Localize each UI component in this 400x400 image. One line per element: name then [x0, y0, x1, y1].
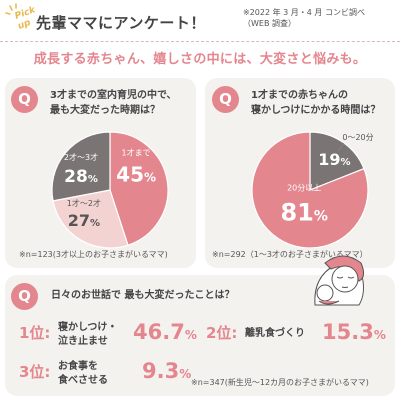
question2-text: 1才までの赤ちゃんの 寝かしつけにかかる時間は？: [251, 88, 380, 118]
question2-q-badge: Q: [212, 86, 239, 113]
question3-panel: Q 日々のお世話で 最も大変だったことは？ 1位: 寝かしつけ・ 泣き止ませ 4…: [5, 255, 395, 396]
rank3-item: お食事を 食べさせる: [58, 360, 108, 388]
question1-q-badge: Q: [11, 86, 38, 113]
question1-text: 3才までの室内育児の中で、 最も大変だった時期は？: [50, 88, 177, 118]
survey-source-line2: （WEB 調査）: [243, 19, 296, 28]
rank3-percent-unit: %: [179, 367, 192, 381]
slice-label: 1才〜2才: [67, 198, 101, 208]
rank3-percent-value: 9.3: [142, 359, 180, 383]
question2-line1: 1才までの赤ちゃんの: [251, 90, 348, 101]
question3-text: 日々のお世話で 最も大変だったことは？: [51, 290, 235, 301]
question1-panel: Q 3才までの室内育児の中で、 最も大変だった時期は？ 1才まで 45% 1才〜2才…: [5, 78, 196, 268]
pie-slice: [251, 131, 369, 248]
pickup-badge: Pick up: [5, 3, 38, 32]
mother-baby-illustration: [314, 255, 365, 306]
rank1-percent-unit: %: [184, 328, 197, 342]
question1-sample-note: ※n=123(3才以上のお子さまがいるママ): [19, 250, 168, 259]
rank1-item-line2: 泣き止ませ: [58, 336, 108, 347]
svg-text:up: up: [17, 18, 33, 32]
question2-panel: Q 1才までの赤ちゃんの 寝かしつけにかかる時間は？ 0〜20分 19% 20分以上…: [205, 78, 395, 268]
rank2-item: 離乳食づくり: [245, 327, 305, 341]
rank3-label: 3位:: [19, 363, 51, 381]
question1-line2: 最も大変だった時期は？: [50, 105, 160, 116]
rank3-item-line2: 食べさせる: [58, 375, 108, 386]
header-title: 先輩ママにアンケート！: [36, 14, 206, 32]
rank1-label: 1位:: [19, 324, 51, 342]
slice-label: 2才〜3才: [64, 152, 98, 162]
survey-source-note: ※2022 年 3 月・4 月 コンビ調べ （WEB 調査）: [243, 7, 365, 29]
rank1-item-line1: 寝かしつけ・: [58, 322, 118, 333]
rank2-percent-value: 15.3: [322, 320, 374, 344]
pie-slice: [51, 131, 111, 202]
slice-leader-line: [338, 142, 345, 152]
rank2-percent-unit: %: [373, 328, 386, 342]
rank2-percent: 15.3%: [322, 320, 386, 344]
rank3-percent: 9.3%: [142, 359, 191, 383]
question3-sample-note: ※n=347(新生児〜12カ月のお子さまがいるママ): [191, 378, 369, 387]
rank1-percent-value: 46.7: [133, 320, 185, 344]
rank2-label: 2位:: [206, 324, 238, 342]
header-divider: [0, 41, 400, 42]
question3-q-badge: Q: [11, 283, 38, 310]
headline: 成長する赤ちゃん、嬉しさの中には、大変さと悩みも。: [33, 52, 367, 67]
slice-label: 1才まで: [122, 147, 151, 157]
rank3-item-line1: お食事を: [58, 361, 98, 372]
pie-slice: [109, 131, 169, 246]
rank1-percent: 46.7%: [133, 320, 197, 344]
survey-source-line1: ※2022 年 3 月・4 月 コンビ調べ: [243, 8, 365, 17]
sparkle-icon: [5, 3, 17, 15]
rank1-item: 寝かしつけ・ 泣き止ませ: [58, 321, 117, 349]
rank2-item-line1: 離乳食づくり: [245, 328, 305, 339]
pie-slice: [309, 131, 365, 191]
question2-line2: 寝かしつけにかかる時間は？: [251, 105, 381, 116]
question2-sample-note: ※n=292（1〜3才のお子さまがいるママ）: [212, 250, 368, 259]
slice-label: 0〜20分: [342, 133, 373, 142]
pie-slice: [52, 189, 129, 249]
slice-label: 20分以上: [287, 183, 321, 192]
question1-line1: 3才までの室内育児の中で、: [50, 90, 177, 101]
